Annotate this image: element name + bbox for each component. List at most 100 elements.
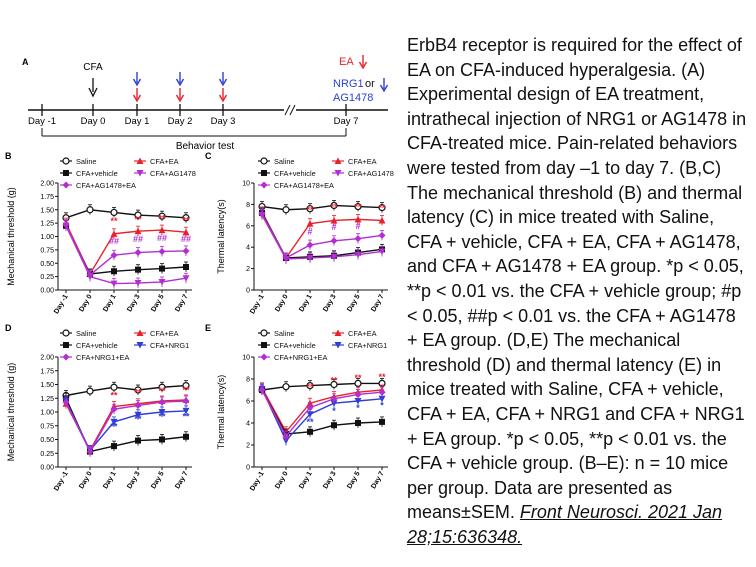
significance-mark: ** xyxy=(330,375,338,385)
series-line xyxy=(65,224,187,277)
significance-mark: ** xyxy=(354,202,362,212)
legend-item: CFA+AG1478+EA xyxy=(60,181,136,190)
series-line xyxy=(261,388,383,442)
chart-panel-c: C Saline CFA+EA CFA+vehicle CFA+AG1478 CFA+AG… xyxy=(205,151,394,315)
y-tick-label: 6 xyxy=(246,223,250,230)
data-point xyxy=(182,382,190,390)
data-point xyxy=(378,231,386,239)
y-tick-label: 0.75 xyxy=(40,423,54,430)
legend-item: Saline xyxy=(258,329,295,338)
series-line xyxy=(261,387,383,434)
caption-paragraph: ErbB4 receptor is required for the effec… xyxy=(407,33,747,549)
data-point xyxy=(62,221,70,229)
data-point xyxy=(63,342,69,348)
x-tick-label: Day 1 xyxy=(102,470,117,490)
legend-item: CFA+EA xyxy=(332,329,377,338)
y-tick-label: 2.00 xyxy=(40,181,54,188)
data-point xyxy=(354,390,362,398)
y-tick-label: 1.75 xyxy=(40,194,54,201)
significance-mark: ** xyxy=(330,202,338,212)
treatment-arrows xyxy=(132,72,228,103)
x-tick-label: Day 7 xyxy=(370,470,385,490)
data-point xyxy=(110,251,118,259)
data-point xyxy=(134,249,142,257)
significance-mark: # xyxy=(331,222,336,232)
significance-mark: ## xyxy=(109,236,119,246)
data-point xyxy=(260,353,268,361)
data-point xyxy=(378,388,386,396)
y-tick-label: 0 xyxy=(246,465,250,472)
data-point xyxy=(378,248,386,255)
significance-mark: ** xyxy=(134,388,142,398)
y-axis-label: Mechanical threshold (g) xyxy=(6,187,16,286)
data-point xyxy=(63,170,69,176)
y-tick-label: 8 xyxy=(246,377,250,384)
x-tick-label: Day 3 xyxy=(322,470,337,490)
data-point xyxy=(378,216,386,224)
data-point xyxy=(354,215,362,223)
legend-label: CFA+AG1478+EA xyxy=(274,181,334,190)
data-point xyxy=(110,280,118,288)
data-point xyxy=(330,237,338,245)
series-nrg1ea xyxy=(62,395,190,457)
chart-panel-b: B Saline CFA+EA CFA+vehicle CFA+AG1478 CFA+AG… xyxy=(5,151,196,315)
data-point xyxy=(354,379,362,387)
x-tick-label: Day -1 xyxy=(249,293,266,315)
y-tick-label: 8 xyxy=(246,202,250,209)
data-point xyxy=(355,420,361,426)
legend-item: CFA+AG1478+EA xyxy=(258,181,334,190)
data-point xyxy=(379,418,385,425)
legend-label: CFA+EA xyxy=(150,157,179,166)
significance-mark: ** xyxy=(306,382,314,392)
drug-legend-arrow-icon xyxy=(379,78,389,93)
x-tick-label: Day 5 xyxy=(150,470,165,490)
significance-marks: ** ** ** ** # # # xyxy=(306,202,386,237)
significance-mark: ** xyxy=(134,414,142,424)
y-tick-label: 1.00 xyxy=(40,410,54,417)
legend-label: CFA+AG1478 xyxy=(150,169,196,178)
data-point xyxy=(334,342,342,349)
panel-a: A CFA EA NRG1 or AG1478 xyxy=(22,55,389,152)
significance-mark: * xyxy=(332,406,336,416)
citation-link[interactable]: Front Neurosci. 2021 Jan 28;15:636348. xyxy=(407,502,723,547)
timeline-day-labels: Day -1 Day 0 Day 1 Day 2 Day 3 Day 7 xyxy=(28,116,358,127)
data-point xyxy=(136,342,144,349)
legend-label: CFA+AG1478 xyxy=(348,169,394,178)
behavior-test-bracket xyxy=(41,128,347,137)
data-point xyxy=(182,214,190,222)
series-line xyxy=(261,213,383,259)
data-point xyxy=(354,235,362,243)
y-axis-label: Thermal latency(s) xyxy=(216,375,226,450)
series-line xyxy=(65,222,187,276)
legend-item: CFA+EA xyxy=(134,157,179,166)
data-point xyxy=(260,329,268,337)
series-line xyxy=(261,204,383,211)
chart-legend: Saline CFA+EA CFA+vehicle CFA+NRG1 CFA+NRG1+… xyxy=(60,329,189,362)
drug-arrow-icon xyxy=(132,72,142,87)
series-line xyxy=(261,389,383,438)
x-tick-label: Day 3 xyxy=(126,470,141,490)
x-tick-label: Day 3 xyxy=(322,293,337,313)
data-point xyxy=(134,280,142,287)
day-label: Day 0 xyxy=(81,116,106,127)
data-point xyxy=(306,382,314,390)
x-tick-label: Day 5 xyxy=(150,293,165,313)
data-point xyxy=(86,387,94,395)
y-tick-label: 1.75 xyxy=(40,368,54,375)
significance-mark: ## xyxy=(157,233,167,243)
y-tick-label: 1.50 xyxy=(40,382,54,389)
x-tick-label: Day -1 xyxy=(249,470,266,492)
y-tick-label: 10 xyxy=(242,181,250,188)
legend-label: Saline xyxy=(76,329,97,338)
behavior-test-label: Behavior test xyxy=(176,141,235,152)
nrg1-label: NRG1 xyxy=(333,78,364,90)
x-tick-label: Day 7 xyxy=(370,293,385,313)
data-point xyxy=(134,411,142,419)
y-tick-label: 0.25 xyxy=(40,274,54,281)
y-tick-label: 0.00 xyxy=(40,288,54,295)
data-point xyxy=(378,204,386,212)
day-label: Day 3 xyxy=(211,116,236,127)
x-tick-label: Day 7 xyxy=(174,470,189,490)
data-point xyxy=(306,404,314,412)
significance-mark: * xyxy=(356,403,360,413)
